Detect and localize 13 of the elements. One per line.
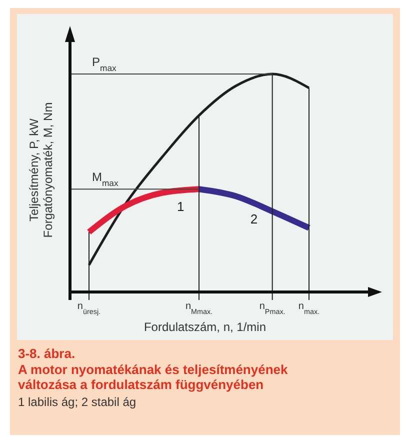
- x-axis-title: Fordulatszám, n, 1/min: [144, 320, 266, 334]
- x-tick-label: n$_{Mmax.}$: [185, 301, 213, 316]
- ref-line-label: M$_{max}$: [92, 170, 119, 188]
- x-tick-label: n$_{Pmax.}$: [259, 301, 286, 316]
- series-label: 2: [250, 212, 258, 227]
- x-tick-label: n$_{üresj.}$: [77, 301, 101, 316]
- text: 1 labilis ág; 2 stabil ág: [18, 395, 136, 409]
- ref-line-label: P$_{max}$: [92, 55, 117, 73]
- y-axis-title: Teljesítmény, P, kW Forgatónyomaték, M, Nm: [27, 102, 55, 238]
- text: 3-8. ábra.: [18, 346, 76, 361]
- x-tick-label: n$_{max.}$: [298, 301, 320, 316]
- series-label: 1: [177, 198, 184, 214]
- text: A motor nyomatékának és teljesítményének változása a fordulatszám függvényében: [18, 362, 289, 392]
